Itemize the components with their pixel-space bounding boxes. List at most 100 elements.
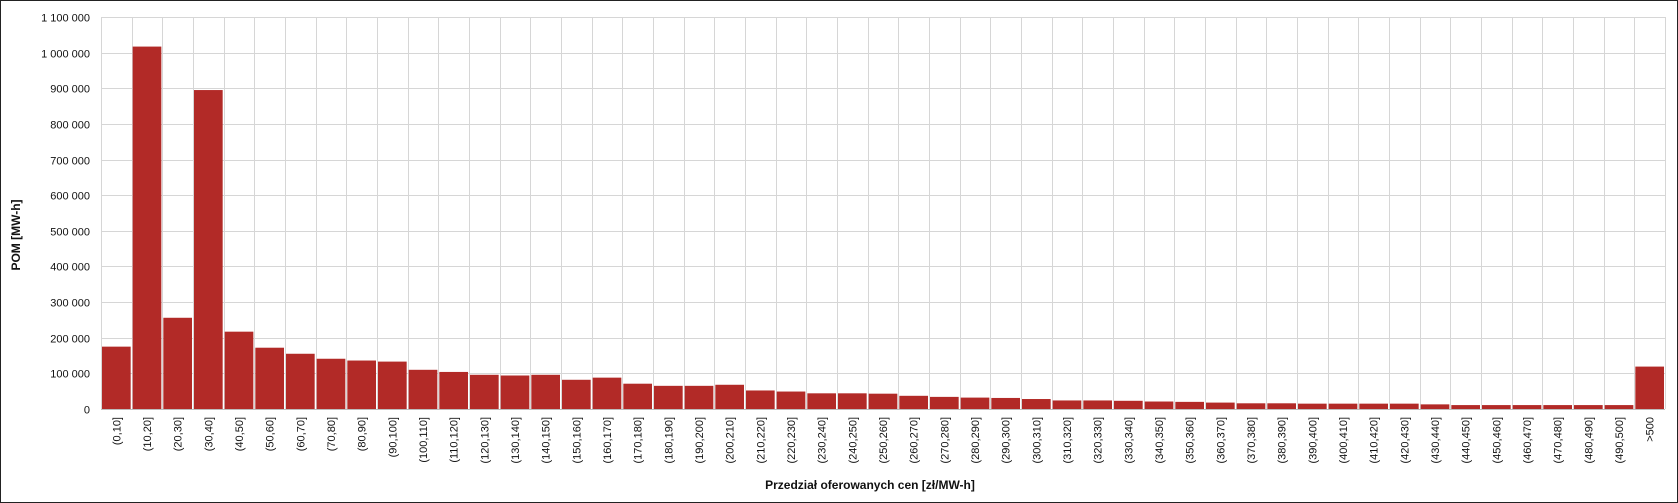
y-tick-label: 200 000 <box>50 334 90 346</box>
x-tick-label: (470,480] <box>1553 417 1565 463</box>
y-tick-label: 1 100 000 <box>41 13 90 25</box>
x-tick-label: (140,150] <box>541 417 553 463</box>
bar <box>1175 401 1204 409</box>
bar <box>1144 401 1174 409</box>
bar <box>623 383 652 409</box>
bar <box>1236 403 1266 409</box>
bar <box>1206 402 1235 409</box>
x-tick-label: (410,420] <box>1369 417 1381 463</box>
bar <box>1083 400 1112 409</box>
bars <box>102 46 1664 410</box>
x-tick-label: >500 <box>1645 417 1657 442</box>
bar <box>1328 403 1358 409</box>
x-tick-label: (200,210] <box>725 417 737 463</box>
x-tick-label: (150,160] <box>571 417 583 463</box>
bar <box>654 385 683 409</box>
x-tick-label: (370,380] <box>1246 417 1258 463</box>
x-tick-label: (450,460] <box>1491 417 1503 463</box>
bar <box>960 397 990 409</box>
x-tick-label: (300,310] <box>1031 417 1043 463</box>
bar <box>132 46 162 409</box>
x-tick-label: (90,100] <box>387 417 399 457</box>
bar <box>347 360 376 409</box>
x-tick-label: (210,220] <box>755 417 767 463</box>
bar <box>255 347 284 409</box>
x-tick-label: (130,140] <box>510 417 522 463</box>
y-tick-label: 800 000 <box>50 120 90 132</box>
bar <box>1022 399 1051 409</box>
bar <box>930 396 959 409</box>
bar <box>715 384 744 409</box>
x-tick-label: (260,270] <box>909 417 921 463</box>
gridlines <box>101 17 1666 410</box>
y-axis-title: POM [MW-h] <box>9 199 23 270</box>
bar <box>1052 400 1082 409</box>
y-tick-label: 100 000 <box>50 369 90 381</box>
y-axis-ticks: 0 100 000 200 000 300 000 400 000 500 000 600 … <box>41 13 90 417</box>
x-tick-label: (340,350] <box>1154 417 1166 463</box>
y-tick-label: 600 000 <box>50 191 90 203</box>
x-tick-label: (250,260] <box>878 417 890 463</box>
x-tick-label: (360,370] <box>1215 417 1227 463</box>
bar <box>1359 403 1388 409</box>
x-tick-label: (10,20] <box>142 417 154 451</box>
x-tick-label: (440,450] <box>1461 417 1473 463</box>
x-tick-label: (270,280] <box>939 417 951 463</box>
x-tick-label: (120,130] <box>479 417 491 463</box>
bar <box>776 391 806 409</box>
x-tick-label: (170,180] <box>633 417 645 463</box>
y-tick-label: 1 000 000 <box>41 49 90 61</box>
x-tick-label: (60,70] <box>295 417 307 451</box>
y-tick-label: 900 000 <box>50 84 90 96</box>
x-tick-label: (320,330] <box>1093 417 1105 463</box>
bar <box>470 374 499 409</box>
bar <box>684 385 714 409</box>
x-tick-label: (70,80] <box>326 417 338 451</box>
x-tick-label: (240,250] <box>847 417 859 463</box>
x-tick-label: (290,300] <box>1001 417 1013 463</box>
y-tick-label: 0 <box>84 405 90 417</box>
bar <box>163 317 192 409</box>
bar <box>1512 405 1542 409</box>
y-tick-label: 500 000 <box>50 227 90 239</box>
x-tick-label: (230,240] <box>817 417 829 463</box>
y-tick-label: 300 000 <box>50 298 90 310</box>
x-tick-label: (330,340] <box>1123 417 1135 463</box>
bar <box>899 395 928 409</box>
bar <box>991 397 1020 409</box>
x-tick-label: (280,290] <box>970 417 982 463</box>
bar <box>102 346 131 409</box>
x-tick-label: (20,30] <box>173 417 185 451</box>
x-tick-label: (490,500] <box>1614 417 1626 463</box>
bar <box>1482 405 1511 409</box>
x-tick-label: (80,90] <box>357 417 369 451</box>
x-tick-label: (480,490] <box>1583 417 1595 463</box>
x-axis-title: Przedział oferowanych cen [zł/MW-h] <box>765 478 975 492</box>
x-tick-label: (180,190] <box>663 417 675 463</box>
bar <box>224 331 254 409</box>
bar <box>1267 403 1296 409</box>
bar <box>194 90 223 410</box>
bar <box>1574 405 1603 409</box>
x-axis-ticks: (0,10] (10,20] (20,30] (30,40] (40,50] (50,60… <box>111 417 1656 463</box>
x-tick-label: (160,170] <box>602 417 614 463</box>
bar <box>1420 404 1450 409</box>
x-tick-label: (310,320] <box>1062 417 1074 463</box>
bar <box>1635 366 1664 409</box>
x-tick-label: (460,470] <box>1522 417 1534 463</box>
bar <box>531 374 560 409</box>
x-tick-label: (420,430] <box>1399 417 1411 463</box>
bar <box>500 375 530 409</box>
x-tick-label: (400,410] <box>1338 417 1350 463</box>
bar <box>1604 405 1634 409</box>
bar <box>408 369 438 409</box>
y-tick-label: 400 000 <box>50 262 90 274</box>
bar <box>1543 405 1572 409</box>
x-tick-label: (40,50] <box>234 417 246 451</box>
x-tick-label: (430,440] <box>1430 417 1442 463</box>
x-tick-label: (350,360] <box>1185 417 1197 463</box>
x-tick-label: (190,200] <box>694 417 706 463</box>
x-tick-label: (380,390] <box>1277 417 1289 463</box>
